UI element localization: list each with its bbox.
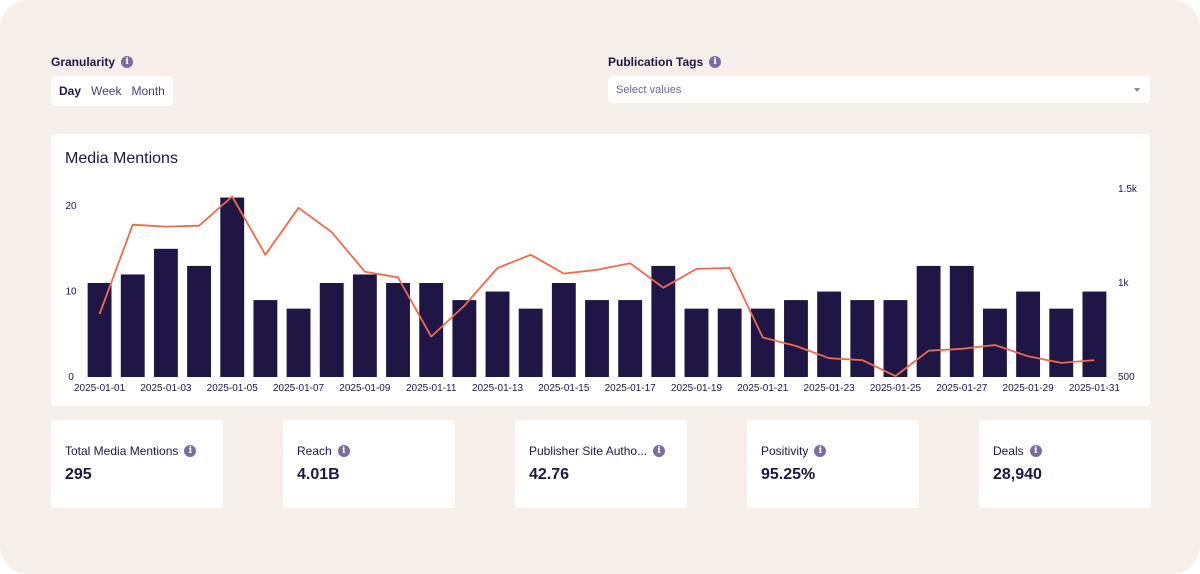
x-tick-label: 2025-01-31 <box>1069 383 1121 394</box>
kpi-label: Positivity <box>761 444 809 458</box>
bar <box>1049 308 1074 377</box>
bar <box>883 300 908 377</box>
kpi-label: Deals <box>993 444 1024 458</box>
kpi-publisher-site-authority: Publisher Site Autho... i 42.76 <box>515 420 687 508</box>
granularity-month[interactable]: Month <box>131 84 165 98</box>
info-icon[interactable]: i <box>121 56 134 68</box>
y-left-tick-label: 20 <box>65 201 77 212</box>
bar <box>452 300 477 377</box>
kpi-label: Total Media Mentions <box>65 444 179 458</box>
y-right-tick-label: 500 <box>1118 372 1135 383</box>
bar <box>87 283 112 377</box>
bar <box>319 283 344 377</box>
x-tick-label: 2025-01-07 <box>273 383 325 394</box>
kpi-label: Reach <box>297 444 332 458</box>
x-tick-label: 2025-01-21 <box>737 383 789 394</box>
bar <box>684 308 709 377</box>
bar <box>916 265 941 377</box>
info-icon[interactable]: i <box>1029 445 1042 457</box>
y-left-tick-label: 0 <box>68 372 74 383</box>
bar <box>850 300 875 377</box>
publication-tags-label: Publication Tags i <box>608 55 722 69</box>
info-icon[interactable]: i <box>814 445 827 457</box>
bar <box>1016 291 1041 377</box>
granularity-day[interactable]: Day <box>59 84 82 98</box>
kpi-value: 28,940 <box>993 466 1042 483</box>
kpi-value: 42.76 <box>529 466 570 483</box>
bar <box>982 308 1007 377</box>
bar <box>352 274 377 377</box>
bar <box>286 308 311 377</box>
x-tick-label: 2025-01-29 <box>1003 383 1055 394</box>
x-tick-label: 2025-01-15 <box>538 383 590 394</box>
bar <box>1082 291 1107 377</box>
bar <box>717 308 742 377</box>
bar <box>386 283 410 377</box>
bar <box>220 197 245 377</box>
media-mentions-chart: 0 10 20 500 1k 1.5k 2025-01-01 2025-01-03 2025-0… <box>65 184 1138 394</box>
media-mentions-chart-card: Media Mentions 0 10 20 500 1k 1.5k 2025-01-01 2… <box>51 134 1150 406</box>
kpi-label: Publisher Site Autho... <box>529 444 648 458</box>
kpi-reach: Reach i 4.01B <box>283 420 455 508</box>
select-placeholder: Select values <box>616 83 682 96</box>
bar <box>618 300 643 377</box>
granularity-week[interactable]: Week <box>91 84 122 98</box>
bar <box>153 248 178 377</box>
bar <box>187 265 212 377</box>
x-tick-label: 2025-01-27 <box>936 383 988 394</box>
chart-title: Media Mentions <box>65 150 178 167</box>
granularity-label: Granularity i <box>51 55 134 69</box>
info-icon[interactable]: i <box>337 445 350 457</box>
x-tick-label: 2025-01-13 <box>472 383 524 394</box>
bar <box>585 300 609 377</box>
x-tick-label: 2025-01-01 <box>74 383 126 394</box>
x-tick-label: 2025-01-11 <box>406 383 457 394</box>
kpi-total-media-mentions: Total Media Mentions i 295 <box>51 420 223 508</box>
x-tick-label: 2025-01-09 <box>339 383 391 394</box>
y-right-tick-label: 1.5k <box>1118 184 1138 195</box>
x-tick-label: 2025-01-03 <box>140 383 192 394</box>
publication-tags-select[interactable]: Select values <box>608 76 1150 103</box>
kpi-deals: Deals i 28,940 <box>979 420 1151 508</box>
kpi-value: 4.01B <box>297 466 340 483</box>
info-icon[interactable]: i <box>184 445 197 457</box>
bar <box>518 308 543 377</box>
x-tick-label: 2025-01-17 <box>605 383 657 394</box>
granularity-toggle: Day Week Month <box>51 76 173 106</box>
x-tick-label: 2025-01-19 <box>671 383 723 394</box>
bar <box>485 291 510 377</box>
bar <box>817 291 842 377</box>
bar <box>949 265 974 377</box>
series-line <box>98 195 1095 378</box>
y-right-tick-label: 1k <box>1118 278 1130 289</box>
bar <box>419 283 444 377</box>
info-icon[interactable]: i <box>709 56 722 68</box>
bar <box>120 274 145 377</box>
x-tick-label: 2025-01-23 <box>804 383 856 394</box>
y-left-tick-label: 10 <box>65 287 77 298</box>
bar <box>651 265 676 377</box>
kpi-value: 95.25% <box>761 466 816 483</box>
chevron-down-icon <box>1134 88 1140 92</box>
bar <box>253 300 278 377</box>
info-icon[interactable]: i <box>653 445 666 457</box>
x-tick-label: 2025-01-05 <box>207 383 259 394</box>
x-tick-label: 2025-01-25 <box>870 383 922 394</box>
bar <box>551 283 576 377</box>
kpi-value: 295 <box>65 466 92 483</box>
bar <box>784 300 808 377</box>
kpi-positivity: Positivity i 95.25% <box>747 420 919 508</box>
